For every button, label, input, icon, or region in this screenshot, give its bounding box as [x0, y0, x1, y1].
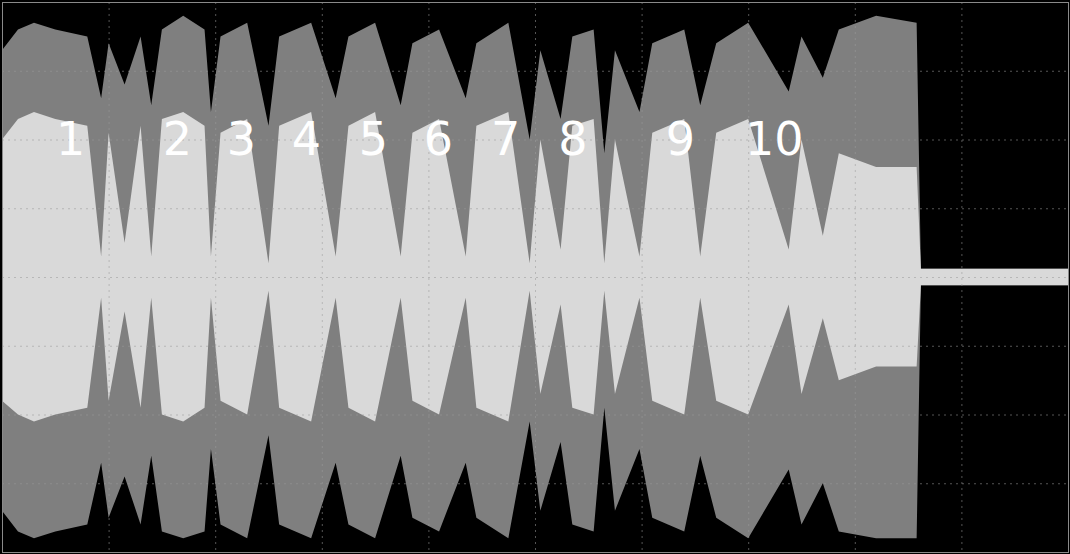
svg-text:3: 3: [227, 112, 256, 166]
svg-text:10: 10: [745, 112, 804, 166]
svg-text:1: 1: [56, 112, 85, 166]
svg-text:6: 6: [424, 112, 453, 166]
svg-text:7: 7: [491, 112, 520, 166]
svg-text:8: 8: [558, 112, 587, 166]
svg-text:4: 4: [292, 112, 321, 166]
svg-text:9: 9: [666, 112, 695, 166]
svg-text:5: 5: [359, 112, 388, 166]
svg-text:2: 2: [163, 112, 192, 166]
